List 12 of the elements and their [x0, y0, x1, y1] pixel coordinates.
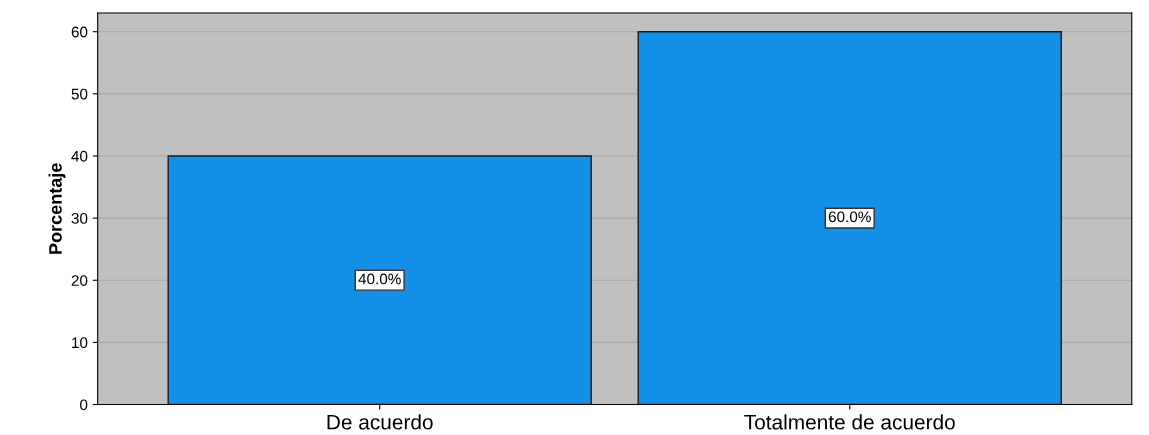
y-tick-label: 0	[80, 399, 88, 411]
y-tick-label: 50	[71, 88, 88, 100]
data-label: 60.0%	[828, 211, 871, 223]
data-label: 40.0%	[358, 273, 401, 285]
y-tick-label: 20	[71, 275, 88, 286]
y-tick-label: 10	[72, 337, 88, 349]
y-axis-title: Porcentaje	[48, 163, 66, 254]
y-tick-label: 60	[71, 26, 88, 38]
x-tick-label: De acuerdo	[327, 414, 433, 430]
y-tick-label: 30	[71, 212, 88, 224]
x-tick-label: Totalmente de acuerdo	[744, 414, 955, 430]
y-tick-label: 40	[71, 150, 88, 162]
